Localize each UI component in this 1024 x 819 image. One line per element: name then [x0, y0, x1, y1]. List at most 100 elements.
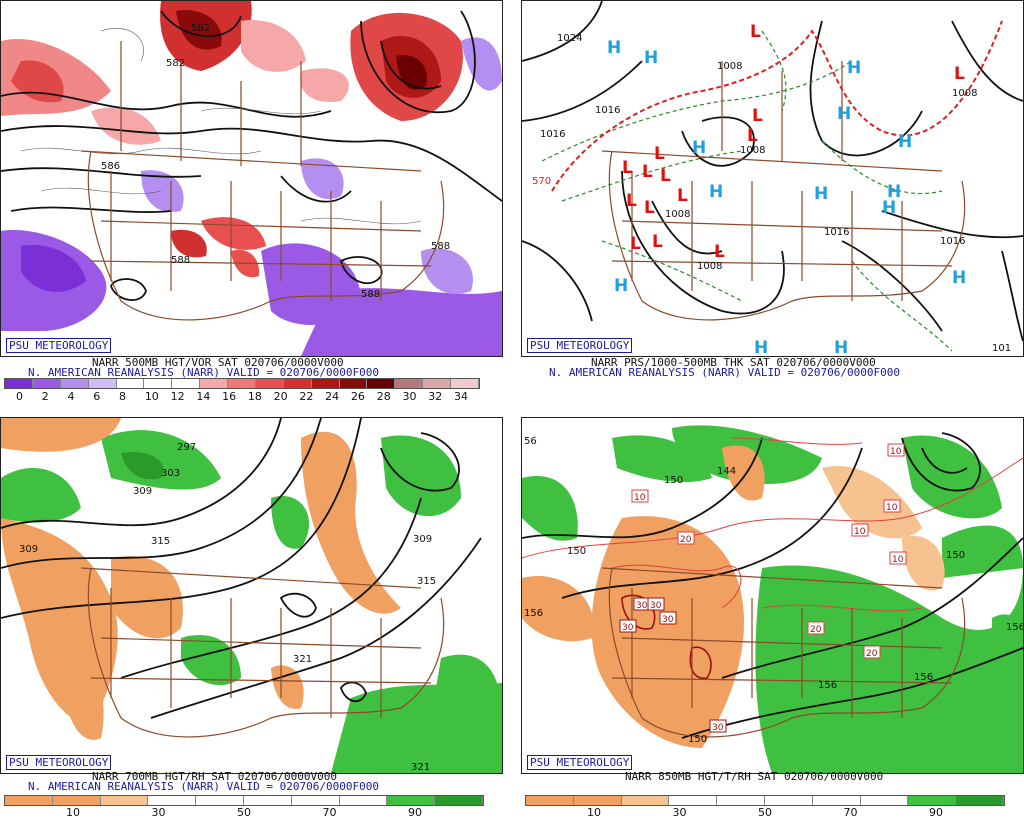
- colorbar-swatch: [255, 379, 284, 388]
- title-line1: NARR 850MB HGT/T/RH SAT 020706/0000V000: [625, 770, 884, 783]
- colorbar-swatch: [116, 379, 145, 388]
- colorbar-label: 8: [119, 390, 127, 403]
- colorbar-swatch: [435, 796, 483, 805]
- colorbar-label: 90: [929, 806, 943, 819]
- high-pressure-marker: H: [607, 38, 621, 58]
- high-pressure-marker: H: [709, 182, 723, 202]
- colorbar-label: 0: [16, 390, 23, 403]
- colorbar-swatch: [526, 796, 574, 805]
- colorbar-label: 30: [151, 806, 166, 819]
- high-pressure-marker: H: [847, 58, 861, 78]
- high-pressure-marker: H: [952, 268, 966, 288]
- isobar-label: 1008: [952, 88, 977, 99]
- low-pressure-marker: L: [644, 198, 655, 218]
- colorbar-swatch: [860, 796, 909, 805]
- high-pressure-marker: H: [887, 182, 901, 202]
- contour-label: 309: [413, 534, 432, 545]
- title-line1: NARR 500MB HGT/VOR SAT 020706/0000V000: [92, 356, 344, 369]
- psu-logo: PSU METEOROLOGY: [6, 755, 112, 770]
- isobar-label: 1024: [557, 33, 582, 44]
- contour-labels-mslp: 1024 1016 1016 1008 1008 1008 1008 1016 …: [532, 33, 1011, 354]
- colorbar-swatch: [52, 796, 101, 805]
- contour-label: 309: [133, 486, 152, 497]
- temp-label: 10: [892, 555, 904, 565]
- isobars: [522, 1, 1023, 342]
- isobar-label: 1016: [540, 129, 565, 140]
- high-pressure-marker: H: [834, 338, 848, 356]
- temp-label: 30: [712, 723, 724, 733]
- colorbar-label: 32: [428, 390, 443, 403]
- psu-logo: PSU METEOROLOGY: [6, 338, 112, 353]
- colorbar-label: 50: [237, 806, 251, 819]
- colorbar-label: 30: [402, 390, 417, 403]
- map-500mb-svg: 582 588 588 582 586 588: [1, 1, 502, 356]
- colorbar-label: 70: [322, 806, 337, 819]
- psu-logo: PSU METEOROLOGY: [527, 755, 633, 770]
- low-pressure-marker: L: [630, 234, 641, 254]
- low-pressure-marker: L: [714, 242, 725, 262]
- high-centers: H H H H H H H H H H H H H H: [607, 38, 966, 356]
- colorbar-swatch: [367, 379, 396, 388]
- high-pressure-marker: H: [614, 276, 628, 296]
- colorbar-swatch: [423, 379, 451, 388]
- contour-label: 156: [524, 608, 543, 619]
- colorbar-swatch: [283, 379, 312, 388]
- colorbar-500: [4, 378, 480, 389]
- contour-label: 315: [151, 536, 170, 547]
- high-pressure-marker: H: [692, 138, 706, 158]
- temp-label: 10: [890, 447, 902, 457]
- contour-label: 150: [664, 475, 683, 486]
- isobar-label: 1016: [824, 227, 849, 238]
- title-line2: N. AMERICAN REANALYSIS (NARR) VALID = 02…: [28, 780, 379, 793]
- colorbar-label: 30: [672, 806, 687, 819]
- political-borders: [80, 567, 445, 738]
- colorbar-swatch: [669, 796, 718, 805]
- low-pressure-marker: L: [677, 186, 688, 206]
- contour-label: 150: [567, 546, 586, 557]
- temp-label: 20: [810, 625, 822, 635]
- temp-label: 20: [680, 535, 692, 545]
- contour-label: 156: [914, 672, 933, 683]
- high-pressure-marker: H: [754, 338, 768, 356]
- temp-label: 10: [634, 493, 646, 503]
- contour-label: 56: [524, 436, 537, 447]
- temp-label: 30: [636, 601, 648, 611]
- contour-label: 315: [417, 576, 436, 587]
- contour-label: 150: [688, 734, 707, 745]
- temp-label: 30: [622, 623, 634, 633]
- temp-label: 20: [866, 649, 878, 659]
- temp-label: 10: [854, 527, 866, 537]
- contour-labels-850: 56 144 150 150 150 150 156 156 156 156: [524, 436, 1023, 745]
- contour-label: 144: [717, 466, 736, 477]
- panel-mslp: H H H H H H H H H H H H H H L L L L L: [521, 0, 1024, 405]
- contour-label: 150: [946, 550, 965, 561]
- temp-labels: 10 10 10 10 10 20 20 20 30 30 30 30 30: [619, 443, 907, 733]
- low-pressure-marker: L: [622, 158, 633, 178]
- colorbar-label: 20: [273, 390, 288, 403]
- map-700mb: 297 303 309 309 315 309 315 321 321 PSU …: [0, 417, 503, 774]
- contour-label: 582: [191, 23, 210, 34]
- isobar-label: 1008: [697, 261, 722, 272]
- isobar-label: 1008: [665, 209, 690, 220]
- title-line1: NARR 700MB HGT/RH SAT 020706/0000V000: [92, 770, 338, 783]
- low-pressure-marker: L: [750, 22, 761, 42]
- colorbar-label: 4: [67, 390, 75, 403]
- colorbar-700: [4, 795, 484, 806]
- low-pressure-marker: L: [747, 126, 758, 146]
- thickness-label: 570: [532, 176, 551, 187]
- map-mslp-svg: H H H H H H H H H H H H H H L L L L L: [522, 1, 1023, 356]
- low-pressure-marker: L: [626, 191, 637, 211]
- low-pressure-marker: L: [752, 106, 763, 126]
- colorbar-swatch: [228, 379, 256, 388]
- low-pressure-marker: L: [660, 166, 671, 186]
- colorbar-swatch: [621, 796, 670, 805]
- contour-labels-500: 582 588 588 582 586 588: [101, 23, 450, 300]
- colorbar-swatch: [764, 796, 813, 805]
- colorbar-swatch: [5, 379, 33, 388]
- colorbar-swatch: [5, 796, 53, 805]
- political-borders: [601, 567, 966, 738]
- panel-500mb: 582 588 588 582 586 588 PSU METEOROLOGY …: [0, 0, 503, 405]
- freezing-thickness: [551, 20, 1003, 192]
- temp-label: 10: [886, 503, 898, 513]
- title-line1: NARR PRS/1000-500MB THK SAT 020706/0000V…: [591, 356, 876, 369]
